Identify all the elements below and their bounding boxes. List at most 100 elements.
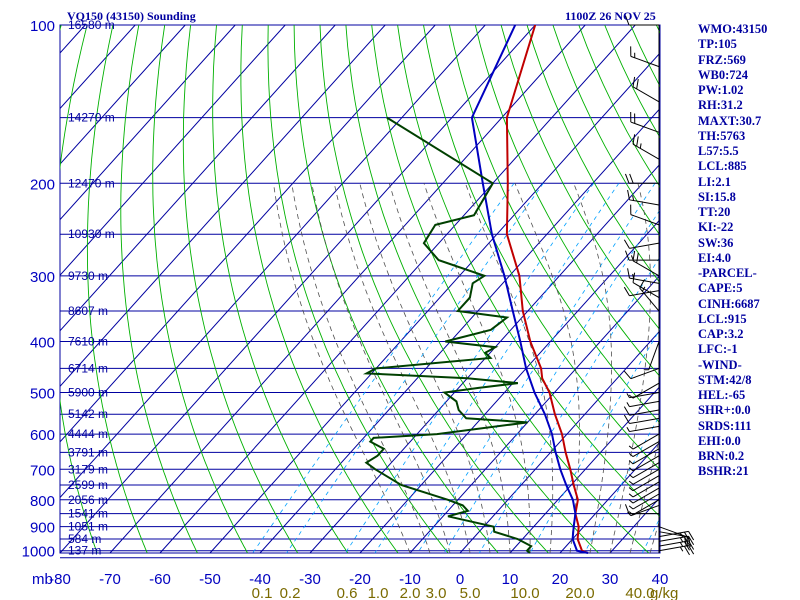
station-title: VQ150 (43150) Sounding [67, 9, 196, 23]
index-pw: PW:1.02 [698, 83, 744, 97]
isotherm-10 [509, 385, 660, 554]
index-srds: SRDS:111 [698, 418, 752, 433]
wind-barb-shaft [629, 409, 660, 416]
wind-barb-shaft [658, 530, 689, 538]
wind-barb-shaft [632, 499, 660, 516]
temperature-tick-5: -30 [299, 571, 321, 588]
wind-barb-flag [632, 272, 636, 283]
isotherm--140 [60, 25, 236, 221]
wind-barb [628, 382, 660, 399]
temperature-tick-6: -20 [349, 571, 371, 588]
wind-barb-flag [636, 136, 639, 147]
wind-barb-shaft [658, 540, 689, 547]
pressure-tick-500: 500 [30, 385, 55, 402]
wind-barb-flag [628, 467, 634, 472]
mixing-ratio-unit: g/kg [650, 585, 678, 600]
dry-adiabat-370 [526, 25, 660, 284]
pressure-tick-100: 100 [30, 18, 55, 35]
index-bshr: BSHR:21 [698, 464, 749, 479]
moist-adiabat--10 [273, 183, 411, 554]
height-label: 2056 m [68, 493, 108, 507]
height-label: 12470 m [68, 176, 115, 190]
dry-adiabat-340 [448, 25, 660, 424]
wind-barb-shaft [648, 341, 660, 370]
index-ki: KI:-22 [698, 220, 734, 235]
index-stm: STM:42/8 [698, 372, 752, 387]
wind-barb [628, 468, 660, 485]
mixing-ratio-label-8: 20.0 [565, 585, 594, 600]
wind-barb-shaft [629, 417, 660, 425]
dry-adiabat-200 [60, 25, 98, 554]
wind-barb-shaft [632, 382, 660, 399]
pressure-tick-300: 300 [30, 269, 55, 286]
wind-barb-flag [632, 134, 636, 145]
index-tp: TP:105 [698, 37, 737, 52]
pressure-unit-label: mb [32, 571, 53, 588]
wind-barb [627, 189, 660, 206]
isotherm--30 [309, 163, 660, 554]
wind-barb [623, 406, 660, 416]
temperature-tick-2: -60 [149, 571, 171, 588]
height-label: 7610 m [68, 335, 108, 349]
section-parcel: -PARCEL- [698, 266, 757, 280]
moist-adiabat-26 [573, 183, 612, 554]
wind-barb-flag [627, 189, 630, 200]
wind-barb [626, 425, 660, 433]
height-label: 1541 m [68, 507, 108, 521]
height-label: 8607 m [68, 304, 108, 318]
parcel-trace [470, 25, 589, 554]
wind-barb-flag [632, 76, 636, 87]
isotherm--20 [359, 218, 660, 554]
wind-barb-shaft [629, 391, 660, 399]
wind-barb-flag [628, 460, 634, 465]
wind-barb [628, 462, 660, 479]
isotherm--70 [109, 25, 586, 554]
wind-barb-flag [683, 545, 690, 556]
wind-barb-shaft [632, 455, 660, 472]
index-si: SI:15.8 [698, 189, 736, 204]
mixing-ratio-label-0: 0.1 [252, 585, 273, 600]
moist-adiabat-18 [465, 183, 554, 554]
index-cinh: CINH:6687 [698, 296, 760, 311]
wind-barb-shaft [630, 121, 660, 133]
wind-barb-flag [639, 279, 646, 289]
wind-barb [628, 487, 660, 504]
temperature-tick-1: -70 [99, 571, 121, 588]
wind-barb-flag [627, 268, 630, 279]
isotherm--50 [209, 52, 660, 554]
section-wind: -WIND- [698, 357, 742, 372]
index-parcel-lcl: LCL:915 [698, 311, 747, 326]
pressure-tick-700: 700 [30, 462, 55, 479]
wind-barb-shaft [632, 462, 660, 479]
wind-barb-shaft [632, 493, 660, 510]
wind-barb [643, 341, 660, 371]
wind-barb-flag [624, 504, 630, 514]
wind-barb-shaft [632, 448, 660, 465]
index-maxt: MAXT:30.7 [698, 113, 762, 128]
wind-barb-shaft [629, 242, 660, 249]
index-rh: RH:31.2 [698, 98, 743, 113]
wind-barb-shaft [632, 481, 660, 498]
isotherm--10 [409, 274, 660, 554]
index-lcl: LCL:885 [698, 159, 747, 174]
wind-barb-flag [623, 286, 630, 297]
height-label: 137 m [68, 544, 101, 558]
isotherm-0 [459, 330, 660, 554]
wind-barb [624, 15, 659, 26]
wind-barb-flag [626, 402, 630, 407]
wind-barb [639, 279, 660, 312]
wind-barb [628, 433, 660, 450]
wind-barb-flag [679, 546, 684, 552]
mixing-ratio-label-1: 0.2 [280, 585, 301, 600]
wind-barb-shaft [632, 468, 660, 485]
wind-barb-flag [628, 445, 634, 450]
wind-barb [626, 391, 660, 399]
moist-adiabat--2 [311, 183, 451, 554]
temperature-tick-10: 20 [552, 571, 569, 588]
mixing-ratio-line-6 [478, 256, 660, 554]
wind-barb-flag [624, 173, 630, 184]
wind-barb-shaft [629, 400, 660, 408]
moist-adiabat-2 [333, 183, 471, 554]
moist-adiabat-14 [423, 183, 531, 553]
